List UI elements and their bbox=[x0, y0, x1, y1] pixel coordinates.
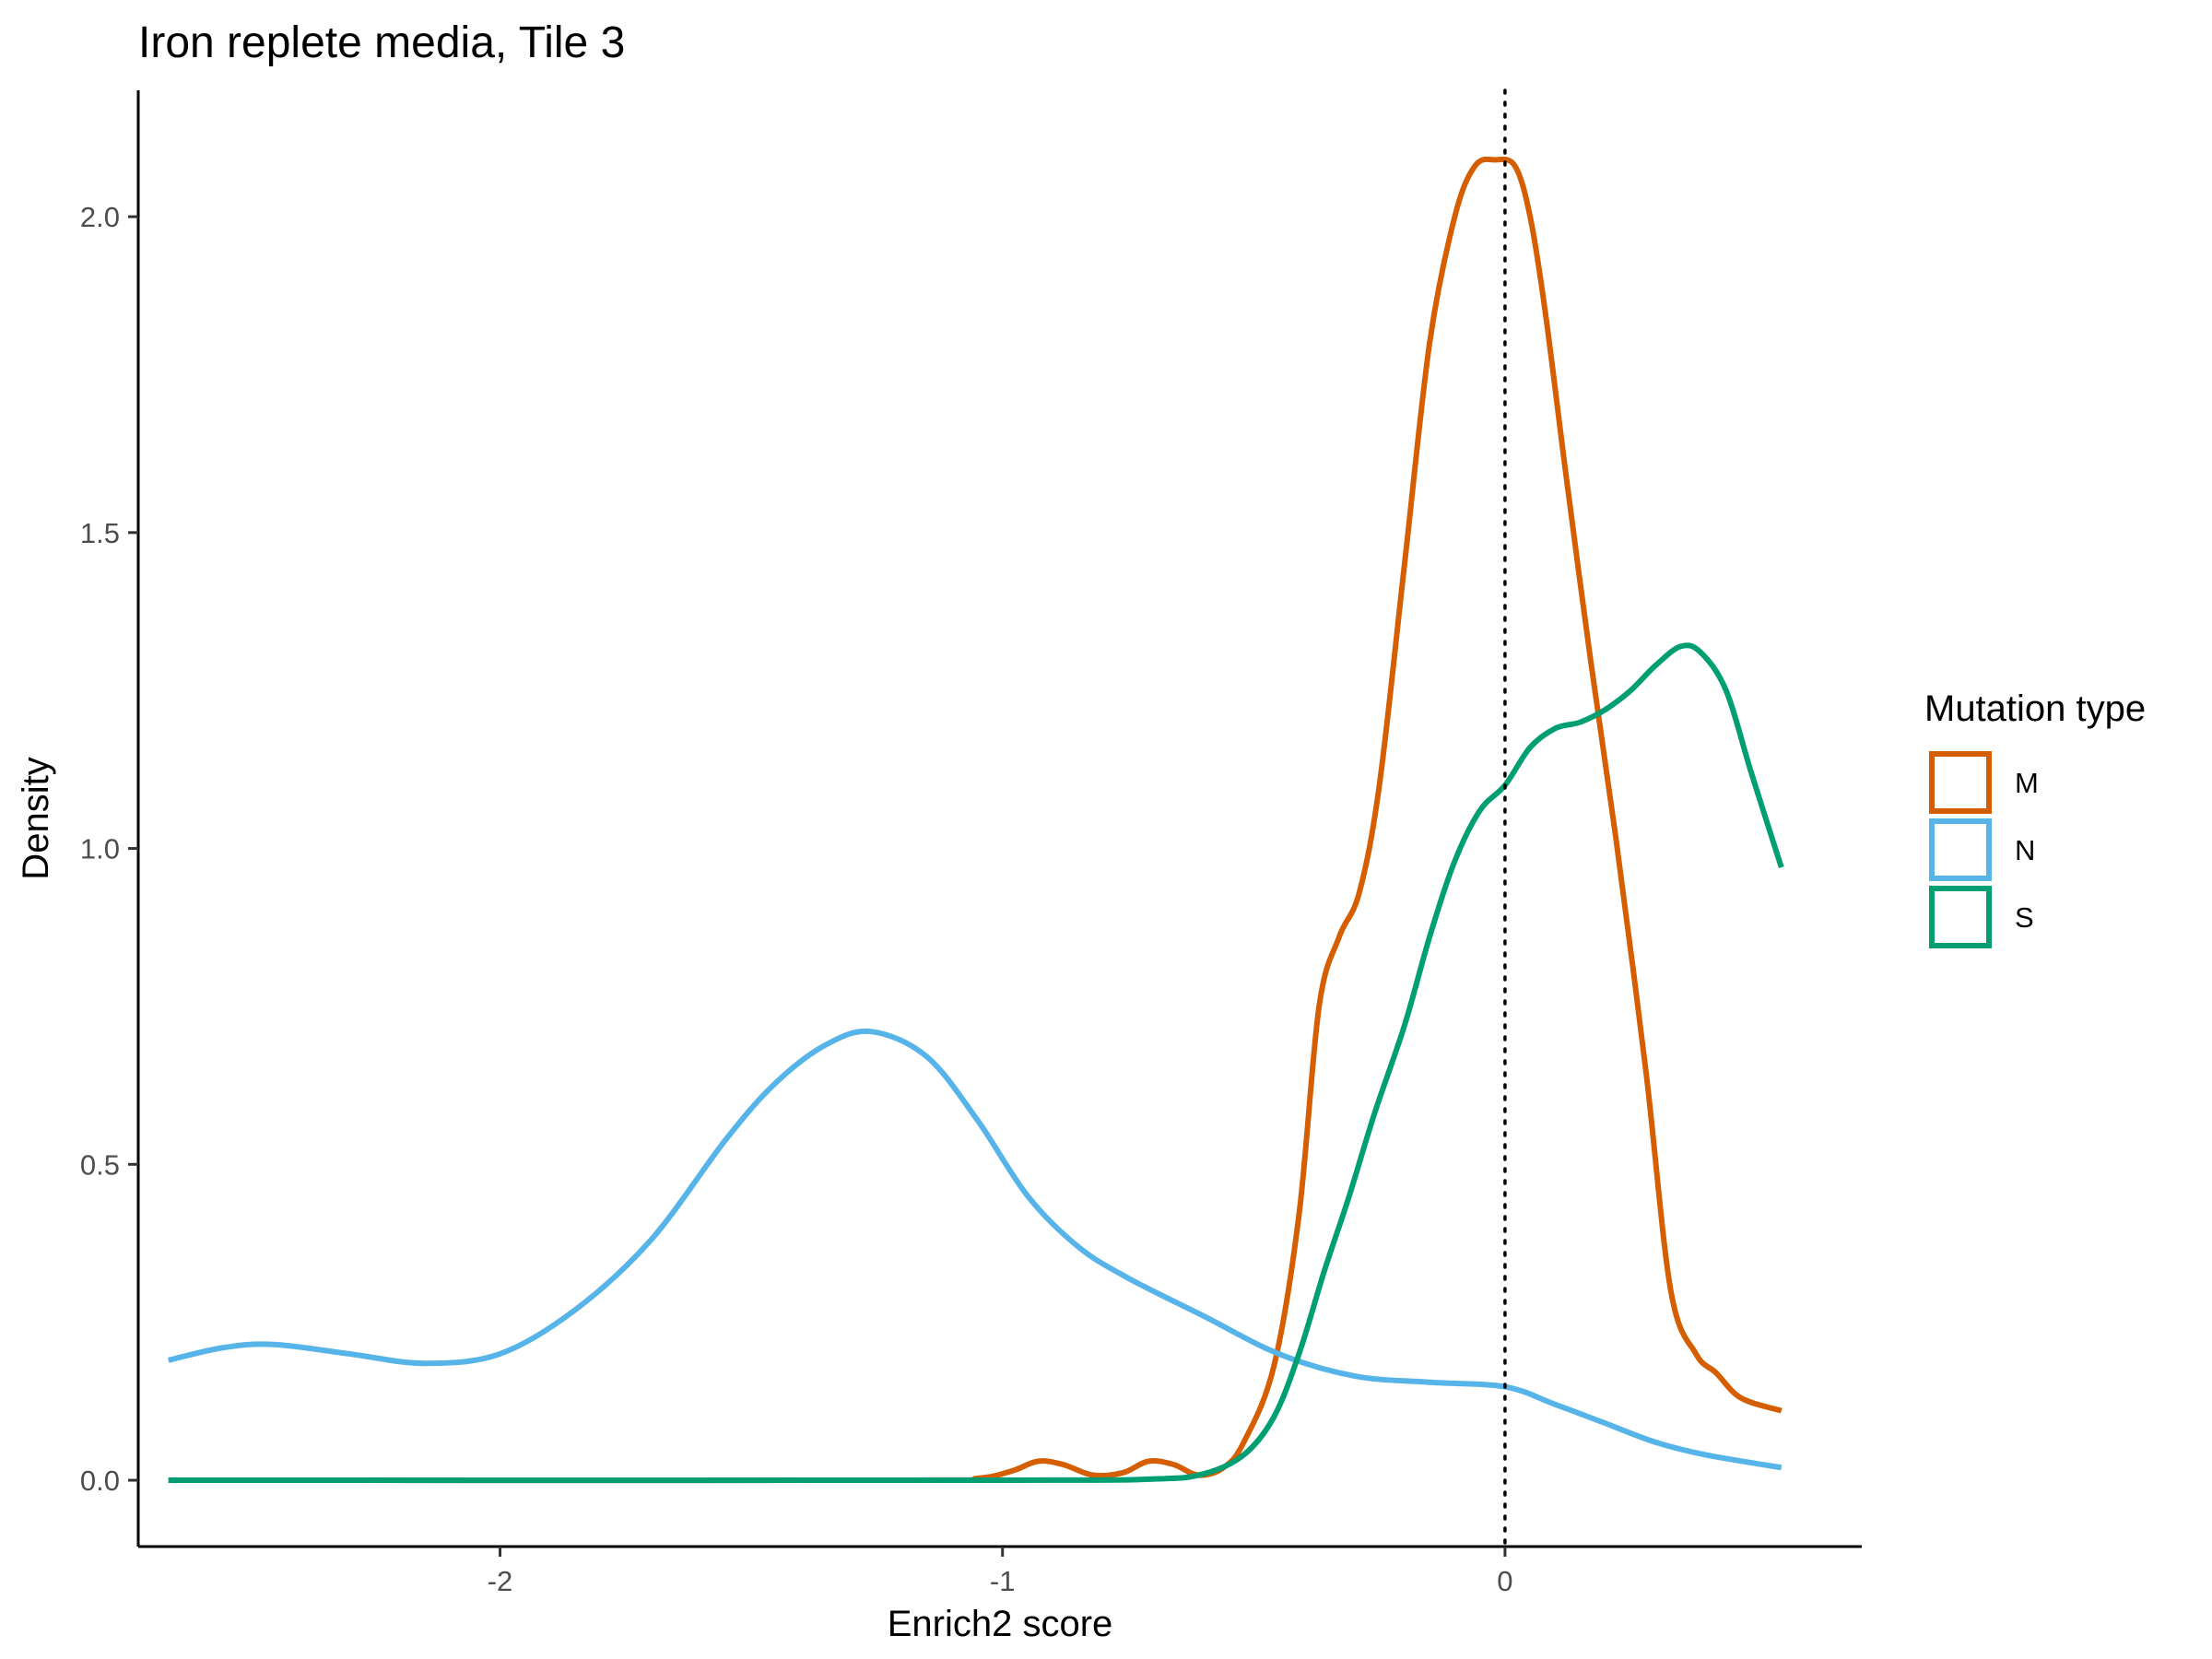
y-axis-ticks: 0.0 0.5 1.0 1.5 2.0 bbox=[80, 201, 138, 1497]
y-tick-label: 1.5 bbox=[80, 517, 120, 549]
y-tick-label: 0.0 bbox=[80, 1465, 120, 1497]
x-tick-label: -2 bbox=[488, 1565, 513, 1597]
chart-title: Iron replete media, Tile 3 bbox=[138, 18, 625, 67]
y-axis-title: Density bbox=[16, 757, 56, 879]
x-axis-title: Enrich2 score bbox=[888, 1604, 1113, 1644]
legend-key-s bbox=[1929, 886, 1992, 948]
x-tick-label: 0 bbox=[1497, 1565, 1512, 1597]
y-tick-label: 2.0 bbox=[80, 201, 120, 233]
x-axis-ticks: -2 -1 0 bbox=[488, 1547, 1513, 1597]
density-line-s bbox=[168, 642, 1784, 1484]
density-line-n bbox=[168, 1028, 1783, 1471]
legend-title: Mutation type bbox=[1924, 688, 2146, 729]
legend-key-m bbox=[1929, 751, 1992, 814]
legend-key-n bbox=[1929, 818, 1992, 881]
legend-label-m: M bbox=[2015, 767, 2039, 799]
y-tick-label: 0.5 bbox=[80, 1148, 120, 1181]
legend: Mutation type M N S bbox=[1924, 688, 2146, 948]
legend-label-s: S bbox=[2015, 901, 2034, 934]
legend-label-n: N bbox=[2015, 834, 2035, 866]
x-tick-label: -1 bbox=[990, 1565, 1016, 1597]
y-tick-label: 1.0 bbox=[80, 833, 120, 865]
density-line-m bbox=[223, 156, 1783, 1484]
plot-area bbox=[168, 88, 1784, 1548]
